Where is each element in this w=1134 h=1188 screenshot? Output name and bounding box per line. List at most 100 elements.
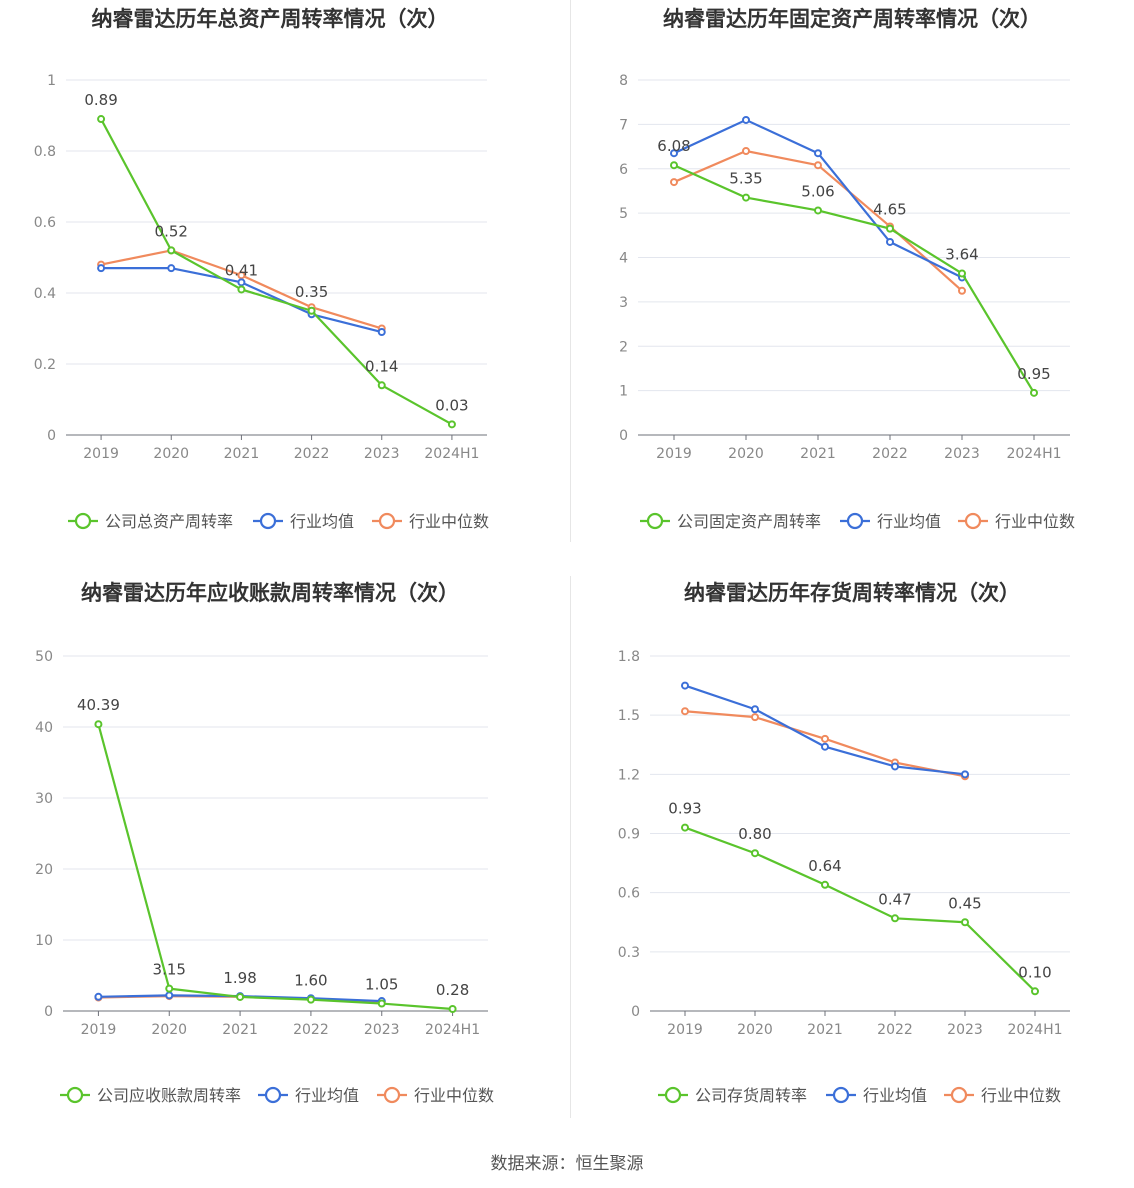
data-point-industry_mean xyxy=(961,770,969,779)
y-tick-label: 0.2 xyxy=(34,357,56,373)
data-point-company xyxy=(306,995,315,1004)
x-tick-label: 2021 xyxy=(807,1022,843,1038)
vertical-divider-top xyxy=(570,0,571,542)
series-line-industry_median xyxy=(673,149,963,292)
y-tick-label: 5 xyxy=(619,206,628,222)
data-point-company xyxy=(307,306,316,315)
y-tick-label: 3 xyxy=(619,295,628,311)
y-tick-label: 10 xyxy=(35,933,53,949)
source-note: 数据来源：恒生聚源 xyxy=(490,1154,644,1174)
data-point-company xyxy=(961,918,969,927)
data-label: 0.35 xyxy=(295,283,328,301)
y-tick-label: 1 xyxy=(47,73,56,89)
legend-label: 公司固定资产周转率 xyxy=(677,512,821,531)
x-tick-label: 2019 xyxy=(83,446,119,462)
data-label: 3.15 xyxy=(153,961,186,979)
data-label: 6.08 xyxy=(657,137,690,155)
series-line-company xyxy=(684,826,1036,993)
data-label: 0.14 xyxy=(365,357,398,375)
data-label: 0.10 xyxy=(1018,963,1051,981)
legend-item-industry_mean: 行业均值 xyxy=(826,1086,927,1105)
data-point-industry_mean xyxy=(237,278,246,287)
x-tick-label: 2020 xyxy=(737,1022,773,1038)
legend-item-company: 公司固定资产周转率 xyxy=(640,512,821,531)
x-tick-label: 2019 xyxy=(667,1022,703,1038)
x-tick-label: 2019 xyxy=(656,446,692,462)
legend-label: 行业均值 xyxy=(863,1086,927,1105)
x-tick-label: 2022 xyxy=(877,1022,913,1038)
legend-marker xyxy=(646,512,664,530)
legend-marker xyxy=(950,1086,968,1104)
data-label: 1.05 xyxy=(365,976,398,994)
data-point-company xyxy=(236,992,245,1001)
data-point-company xyxy=(377,381,386,390)
y-tick-label: 1.5 xyxy=(618,708,640,724)
legend-label: 公司应收账款周转率 xyxy=(97,1086,241,1105)
data-point-company xyxy=(886,224,894,233)
chart-receivable-turnover: 纳睿雷达历年应收账款周转率情况（次） 0 10 20 30 40 50 2019 2020 202… xyxy=(35,581,494,1105)
legend-item-industry_median: 行业中位数 xyxy=(377,1086,494,1105)
data-point-industry_mean xyxy=(167,264,176,273)
data-point-industry_mean xyxy=(165,991,174,1000)
data-label: 5.06 xyxy=(801,182,834,200)
legend-label: 行业中位数 xyxy=(409,512,489,531)
data-point-company xyxy=(1030,388,1038,397)
data-point-company xyxy=(670,161,678,170)
data-point-company xyxy=(377,999,386,1008)
legend-item-industry_median: 行业中位数 xyxy=(372,512,489,531)
legend-marker xyxy=(378,512,396,530)
y-tick-label: 8 xyxy=(619,73,628,89)
chart-fixed-asset-turnover: 纳睿雷达历年固定资产周转率情况（次） 0 1 2 3 4 5 6 7 8 2019 2020 2021 2… xyxy=(619,7,1075,531)
series-line-company xyxy=(673,164,1035,394)
data-point-industry_median xyxy=(814,161,822,170)
data-point-industry_mean xyxy=(742,115,750,124)
data-point-company xyxy=(448,1005,457,1014)
legend-item-company: 公司存货周转率 xyxy=(658,1086,807,1105)
x-tick-label: 2023 xyxy=(944,446,980,462)
data-label: 5.35 xyxy=(729,170,762,188)
data-point-industry_median xyxy=(821,734,829,743)
legend-label: 公司总资产周转率 xyxy=(105,512,233,531)
legend-label: 公司存货周转率 xyxy=(695,1086,807,1105)
data-point-industry_mean xyxy=(97,264,106,273)
y-tick-label: 30 xyxy=(35,791,53,807)
data-label: 0.41 xyxy=(225,261,258,279)
x-tick-label: 2023 xyxy=(364,446,400,462)
data-point-company xyxy=(447,420,456,429)
x-tick-label: 2024H1 xyxy=(1006,446,1061,462)
x-tick-label: 2023 xyxy=(947,1022,983,1038)
x-tick-label: 2022 xyxy=(872,446,908,462)
legend-item-industry_mean: 行业均值 xyxy=(253,512,354,531)
y-tick-label: 20 xyxy=(35,862,53,878)
chart-title: 纳睿雷达历年存货周转率情况（次） xyxy=(684,581,1020,605)
y-tick-label: 0 xyxy=(631,1004,640,1020)
y-tick-label: 40 xyxy=(35,720,53,736)
x-tick-label: 2023 xyxy=(364,1022,400,1038)
data-point-industry_median xyxy=(958,286,966,295)
legend-label: 行业均值 xyxy=(295,1086,359,1105)
y-tick-label: 1.8 xyxy=(618,649,640,665)
vertical-divider-bottom xyxy=(570,576,571,1118)
legend-item-industry_median: 行业中位数 xyxy=(944,1086,1061,1105)
data-point-company xyxy=(167,246,176,255)
legend-label: 行业中位数 xyxy=(414,1086,494,1105)
x-tick-label: 2021 xyxy=(800,446,836,462)
legend-label: 行业均值 xyxy=(290,512,354,531)
data-point-company xyxy=(751,849,759,858)
chart-inventory-turnover: 纳睿雷达历年存货周转率情况（次） 0 0.3 0.6 0.9 1.2 1.5 1.8 2019 2… xyxy=(618,581,1070,1105)
legend-label: 行业中位数 xyxy=(981,1086,1061,1105)
data-point-industry_mean xyxy=(670,149,678,158)
data-point-industry_mean xyxy=(891,762,899,771)
x-tick-label: 2021 xyxy=(224,446,260,462)
data-point-industry_median xyxy=(751,713,759,722)
data-label: 3.64 xyxy=(945,245,978,263)
legend-label: 行业中位数 xyxy=(995,512,1075,531)
data-label: 1.98 xyxy=(223,969,256,987)
legend-item-industry_median: 行业中位数 xyxy=(958,512,1075,531)
data-point-industry_mean xyxy=(681,681,689,690)
data-label: 0.80 xyxy=(738,825,771,843)
y-tick-label: 50 xyxy=(35,649,53,665)
data-point-industry_mean xyxy=(821,742,829,751)
legend-marker xyxy=(66,1086,84,1104)
y-tick-label: 0 xyxy=(44,1004,53,1020)
